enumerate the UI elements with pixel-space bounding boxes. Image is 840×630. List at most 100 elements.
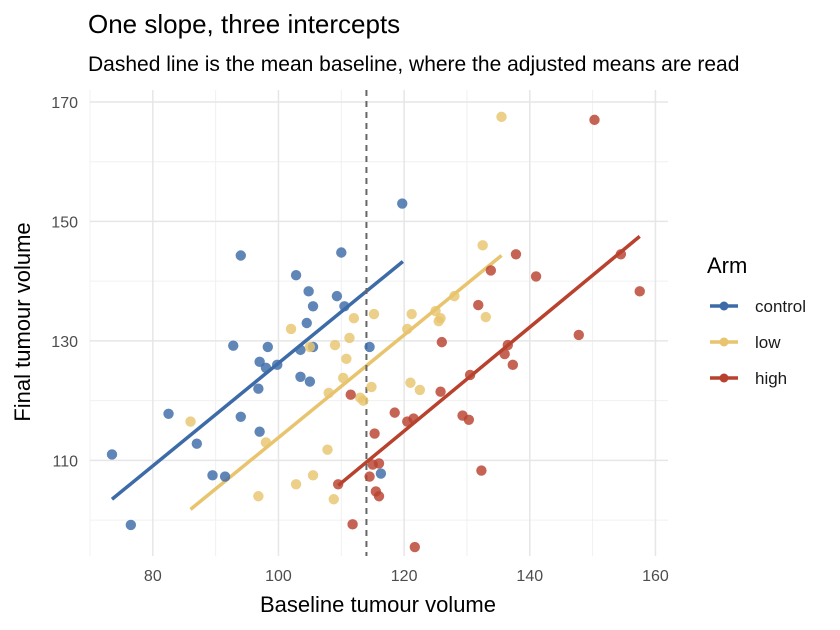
point-low bbox=[307, 470, 319, 481]
point-low bbox=[260, 437, 272, 448]
point-high bbox=[408, 413, 419, 424]
point-control bbox=[397, 198, 408, 209]
point-control bbox=[301, 317, 312, 329]
point-control bbox=[219, 471, 231, 482]
point-control bbox=[235, 411, 246, 422]
point-control bbox=[375, 468, 387, 479]
point-control bbox=[295, 371, 306, 382]
point-high bbox=[502, 339, 513, 351]
legend-item-high: high bbox=[710, 369, 787, 388]
point-control bbox=[272, 359, 283, 371]
point-high bbox=[573, 329, 584, 341]
point-control bbox=[254, 426, 265, 437]
point-low bbox=[480, 311, 492, 323]
point-low bbox=[323, 387, 334, 399]
point-high bbox=[476, 465, 487, 476]
point-low bbox=[358, 395, 369, 406]
plot-area bbox=[89, 90, 668, 556]
point-low bbox=[348, 313, 360, 324]
point-control bbox=[253, 383, 264, 394]
point-control bbox=[228, 340, 239, 351]
legend-key-point bbox=[719, 337, 729, 347]
point-high bbox=[373, 491, 385, 502]
point-control bbox=[163, 408, 174, 420]
legend-label: control bbox=[755, 297, 806, 316]
point-low bbox=[341, 353, 352, 365]
point-high bbox=[463, 414, 475, 425]
x-tick-label: 160 bbox=[642, 568, 669, 585]
legend-key-point bbox=[719, 301, 729, 311]
point-high bbox=[409, 541, 421, 553]
point-low bbox=[496, 111, 507, 123]
y-axis-ticks: 110 130 150 170 bbox=[51, 95, 78, 470]
legend: Arm control low high bbox=[707, 253, 806, 388]
point-low bbox=[329, 339, 341, 351]
point-low bbox=[290, 479, 302, 490]
point-high bbox=[510, 249, 522, 260]
point-low bbox=[405, 377, 416, 388]
point-high bbox=[332, 479, 344, 490]
point-low bbox=[435, 313, 446, 324]
point-high bbox=[530, 271, 542, 282]
point-control bbox=[336, 247, 347, 258]
data-points bbox=[106, 111, 645, 553]
point-high bbox=[436, 336, 448, 348]
point-high bbox=[345, 389, 356, 400]
point-high bbox=[369, 428, 380, 439]
point-high bbox=[499, 348, 510, 360]
fit-line-control bbox=[110, 260, 404, 501]
point-high bbox=[485, 265, 497, 276]
x-tick-label: 120 bbox=[391, 568, 418, 585]
point-high bbox=[589, 114, 600, 126]
point-low bbox=[477, 240, 488, 251]
y-tick-label: 110 bbox=[52, 453, 78, 470]
point-high bbox=[464, 369, 476, 381]
legend-title: Arm bbox=[707, 253, 747, 278]
point-low bbox=[253, 491, 264, 502]
x-axis-title: Baseline tumour volume bbox=[260, 592, 496, 617]
point-high bbox=[507, 359, 519, 371]
point-high bbox=[364, 471, 375, 482]
point-low bbox=[449, 290, 460, 302]
point-control bbox=[304, 376, 316, 387]
legend-label: high bbox=[755, 369, 787, 388]
point-high bbox=[634, 286, 645, 297]
point-low bbox=[366, 381, 377, 393]
legend-label: low bbox=[755, 333, 781, 352]
point-low bbox=[337, 372, 349, 384]
point-high bbox=[373, 458, 385, 469]
point-control bbox=[260, 362, 272, 374]
point-control bbox=[307, 301, 319, 312]
point-control bbox=[290, 270, 302, 281]
y-tick-label: 170 bbox=[51, 95, 78, 112]
point-high bbox=[473, 299, 484, 311]
y-tick-label: 130 bbox=[51, 334, 78, 351]
legend-item-low: low bbox=[710, 333, 781, 352]
point-high bbox=[435, 386, 446, 397]
point-control bbox=[339, 301, 350, 312]
point-high bbox=[389, 407, 400, 418]
point-low bbox=[304, 341, 316, 353]
point-low bbox=[406, 308, 417, 320]
x-tick-label: 140 bbox=[516, 568, 543, 585]
x-tick-label: 100 bbox=[265, 568, 292, 585]
x-tick-label: 80 bbox=[144, 568, 162, 585]
legend-item-control: control bbox=[710, 297, 806, 316]
point-control bbox=[191, 438, 203, 449]
point-control bbox=[295, 344, 306, 356]
point-low bbox=[185, 416, 196, 427]
x-axis-ticks: 80 100 120 140 160 bbox=[144, 568, 669, 585]
point-low bbox=[402, 323, 413, 335]
point-low bbox=[322, 444, 333, 455]
point-control bbox=[125, 519, 137, 531]
point-control bbox=[303, 286, 314, 297]
point-low bbox=[414, 384, 426, 396]
point-high bbox=[615, 249, 627, 260]
point-low bbox=[285, 323, 297, 335]
point-control bbox=[331, 290, 343, 302]
legend-items: control low high bbox=[710, 297, 806, 388]
point-low bbox=[368, 308, 380, 320]
point-low bbox=[344, 332, 355, 344]
point-control bbox=[106, 449, 118, 460]
